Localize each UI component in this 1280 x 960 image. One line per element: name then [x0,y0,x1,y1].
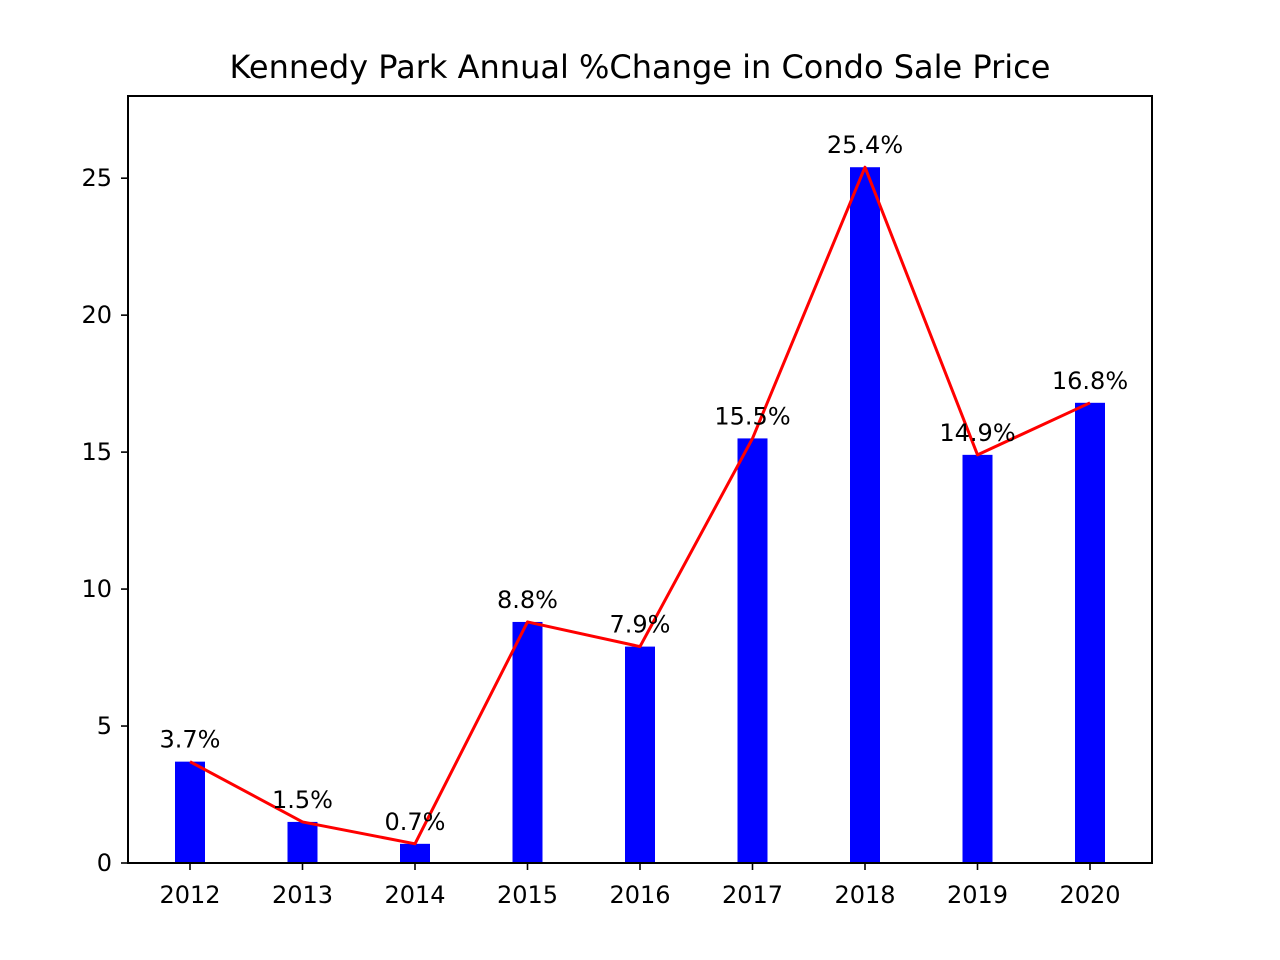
data-label-2016: 7.9% [610,611,671,639]
data-label-2017: 15.5% [714,402,790,430]
data-label-2020: 16.8% [1052,367,1128,395]
x-tick-label-2018: 2018 [834,881,895,909]
x-tick-label-2016: 2016 [609,881,670,909]
x-tick-label-2015: 2015 [497,881,558,909]
x-tick-label-2020: 2020 [1059,881,1120,909]
y-tick-label-20: 20 [81,301,112,329]
bar-2016 [625,646,655,863]
data-label-2012: 3.7% [160,726,221,754]
bar-2017 [737,438,768,863]
bar-2019 [962,454,993,863]
bar-2014 [400,843,430,863]
data-label-2018: 25.4% [827,131,903,159]
x-tick-label-2012: 2012 [159,881,220,909]
x-tick-label-2013: 2013 [272,881,333,909]
y-tick-label-0: 0 [97,849,112,877]
data-label-2014: 0.7% [385,808,446,836]
data-label-2019: 14.9% [939,419,1015,447]
data-label-2013: 1.5% [272,786,333,814]
bar-2012 [175,761,205,863]
chart-title: Kennedy Park Annual %Change in Condo Sal… [230,48,1051,86]
x-tick-label-2019: 2019 [947,881,1008,909]
x-tick-label-2017: 2017 [722,881,783,909]
y-tick-label-5: 5 [97,712,112,740]
trend-line [189,165,1091,846]
bar-2013 [287,821,318,863]
data-label-2015: 8.8% [497,586,558,614]
axes-layer: 2012 2013 2014 2015 2016 2017 2018 2019 20200510… [81,95,1153,909]
y-tick-label-25: 25 [81,164,112,192]
y-tick-label-15: 15 [81,438,112,466]
trend-line-layer [189,165,1091,846]
data-labels-layer: 3.7% 1.5% 0.7% 8.8% 7.9% 15.5% 25.4% 14.9% 16.8% [160,131,1129,836]
y-tick-label-10: 10 [81,575,112,603]
bar-2015 [512,621,543,863]
bar-2020 [1075,402,1105,863]
bars-layer [175,167,1105,863]
x-tick-label-2014: 2014 [384,881,445,909]
bar-2018 [850,167,880,863]
